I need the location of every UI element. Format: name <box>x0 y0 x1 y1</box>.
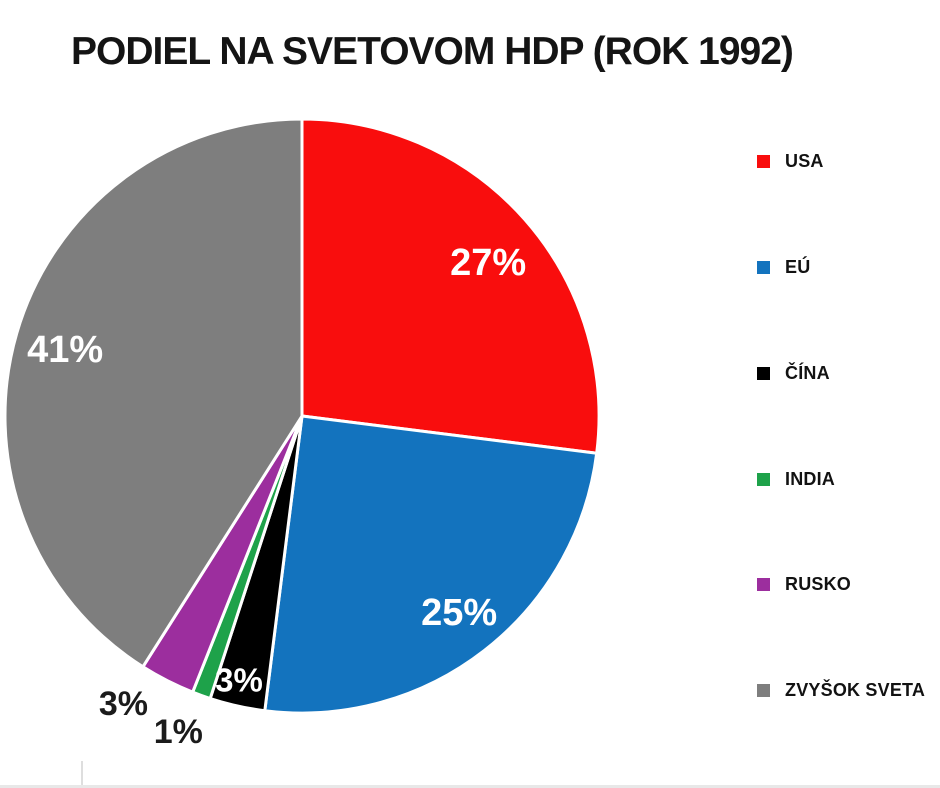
legend-item-eu: EÚ <box>757 254 810 280</box>
legend-label-india: INDIA <box>785 468 835 489</box>
frame-bottom-line <box>0 785 940 788</box>
pie-label-india: 1% <box>154 713 203 751</box>
legend-swatch-zvysok-sveta <box>757 683 770 697</box>
legend-swatch-cina <box>757 366 770 380</box>
legend-swatch-usa <box>757 154 770 168</box>
legend-swatch-rusko <box>757 577 770 591</box>
legend-swatch-eu <box>757 260 770 274</box>
pie-slice-eu <box>263 414 599 715</box>
legend-label-zvysok-sveta: ZVYŠOK SVETA <box>785 679 926 700</box>
pie-label-cina: 3% <box>215 661 263 698</box>
legend-item-cina: ČÍNA <box>757 360 830 386</box>
pie-label-eu: 25% <box>421 592 497 634</box>
legend-swatch-india <box>757 472 770 486</box>
pie-slice-zvysok-sveta <box>3 117 304 669</box>
legend-label-cina: ČÍNA <box>785 362 830 383</box>
legend-label-rusko: RUSKO <box>785 573 852 594</box>
legend-label-usa: USA <box>785 150 824 171</box>
legend-item-usa: USA <box>757 148 824 174</box>
chart-title: PODIEL NA SVETOVOM HDP (ROK 1992) <box>71 30 794 73</box>
pie-label-zvysok-sveta: 41% <box>27 329 103 371</box>
legend-item-india: INDIA <box>757 466 835 492</box>
legend-label-eu: EÚ <box>785 256 811 277</box>
frame-corner-line <box>81 761 83 786</box>
legend-item-zvysok-sveta: ZVYŠOK SVETA <box>757 677 925 703</box>
pie-slice-usa <box>300 117 601 455</box>
pie-label-usa: 27% <box>450 242 526 284</box>
legend-item-rusko: RUSKO <box>757 571 851 597</box>
pie-label-rusko: 3% <box>99 685 148 723</box>
